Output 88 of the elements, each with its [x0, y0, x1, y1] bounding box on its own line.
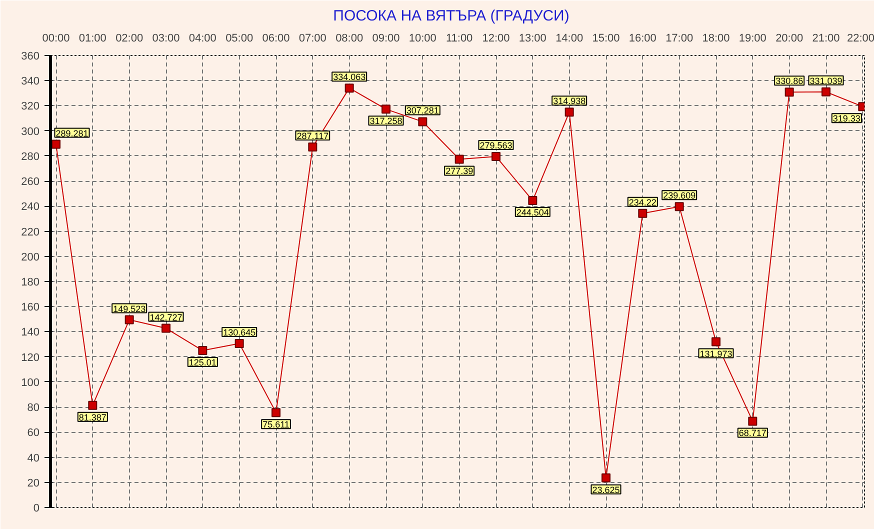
x-tick-label: 14:00 [556, 32, 584, 44]
x-tick-label: 17:00 [666, 32, 694, 44]
y-tick-label: 180 [21, 276, 40, 288]
x-tick-label: 07:00 [298, 32, 326, 44]
data-label: 317.258 [370, 116, 402, 126]
x-tick-label: 04:00 [188, 32, 216, 44]
y-tick-label: 220 [21, 226, 40, 238]
point [52, 140, 60, 149]
y-tick-label: 280 [21, 150, 40, 163]
x-tick-label: 05:00 [226, 32, 254, 44]
x-tick-label: 03:00 [152, 32, 180, 44]
x-tick-label: 19:00 [738, 32, 766, 44]
point [382, 104, 390, 114]
y-tick-label: 80 [27, 402, 40, 414]
point [784, 88, 794, 97]
x-tick-label: 00:00 [42, 32, 70, 44]
chart-title: ПОСОКА НА ВЯТЪРА (ГРАДУСИ) [333, 8, 570, 24]
point [674, 202, 684, 212]
y-tick-label: 260 [21, 176, 40, 188]
y-tick-label: 340 [21, 76, 40, 88]
point [308, 142, 318, 152]
point [454, 154, 464, 164]
data-label: 131.973 [700, 348, 732, 359]
data-label: 142.727 [150, 312, 182, 322]
point [748, 416, 758, 426]
y-tick-label: 320 [21, 100, 40, 113]
point [272, 408, 280, 418]
point [602, 473, 610, 482]
data-label: 334.063 [333, 72, 366, 82]
data-label: 277.39 [446, 166, 474, 176]
x-tick-label: 08:00 [336, 32, 364, 44]
y-tick-label: 240 [21, 201, 40, 214]
data-label: 319.33 [832, 114, 860, 124]
x-tick-label: 11:00 [446, 32, 473, 44]
point [712, 337, 720, 346]
point [638, 208, 648, 218]
data-label: 331.039 [810, 76, 842, 86]
y-tick-label: 0 [33, 502, 40, 514]
x-tick-label: 09:00 [372, 32, 400, 44]
point [234, 338, 244, 348]
y-tick-label: 60 [27, 427, 40, 440]
x-tick-label: 13:00 [518, 32, 546, 44]
data-label: 239.609 [663, 190, 696, 201]
x-tick-label: 10:00 [408, 32, 436, 44]
y-tick-label: 20 [27, 477, 40, 490]
x-tick-label: 22:00 [846, 32, 874, 44]
point [822, 87, 830, 96]
x-tick-label: 21:00 [812, 32, 840, 44]
data-label: 307.281 [406, 106, 439, 116]
point [198, 346, 208, 356]
data-label: 125.01 [188, 358, 216, 368]
x-tick-label: 16:00 [628, 32, 656, 44]
data-label: 149.523 [113, 304, 146, 314]
y-tick-label: 300 [21, 126, 40, 138]
x-tick-label: 02:00 [116, 32, 144, 44]
x-tick-label: 06:00 [262, 32, 290, 44]
data-label: 244.504 [516, 208, 549, 218]
data-label: 287.117 [296, 131, 329, 142]
x-tick-label: 01:00 [78, 32, 106, 44]
y-tick-label: 120 [21, 352, 40, 364]
data-label: 314.938 [553, 96, 586, 106]
point [492, 152, 500, 161]
data-label: 75.611 [262, 420, 290, 430]
point [162, 324, 170, 333]
y-tick-label: 360 [21, 50, 40, 62]
point [124, 315, 134, 324]
point [418, 117, 428, 126]
x-tick-label: 18:00 [702, 32, 730, 44]
y-tick-label: 200 [21, 251, 40, 264]
data-label: 68.717 [738, 428, 766, 438]
point [88, 400, 98, 410]
point [528, 196, 538, 206]
data-label: 279.563 [480, 140, 512, 150]
y-tick-label: 100 [21, 376, 40, 389]
x-tick-label: 12:00 [482, 32, 510, 44]
data-label: 330.86 [776, 76, 804, 86]
point [564, 108, 574, 117]
y-tick-label: 40 [27, 452, 40, 464]
y-tick-label: 140 [21, 326, 40, 339]
data-label: 130.645 [223, 327, 256, 338]
data-label: 23.625 [592, 484, 620, 495]
x-tick-label: 20:00 [776, 32, 804, 44]
data-label: 234.22 [628, 197, 656, 208]
data-label: 81.387 [78, 412, 106, 422]
x-tick-label: 15:00 [592, 32, 620, 44]
point [344, 84, 354, 93]
data-label: 289.281 [56, 128, 88, 138]
y-tick-label: 160 [21, 302, 40, 314]
